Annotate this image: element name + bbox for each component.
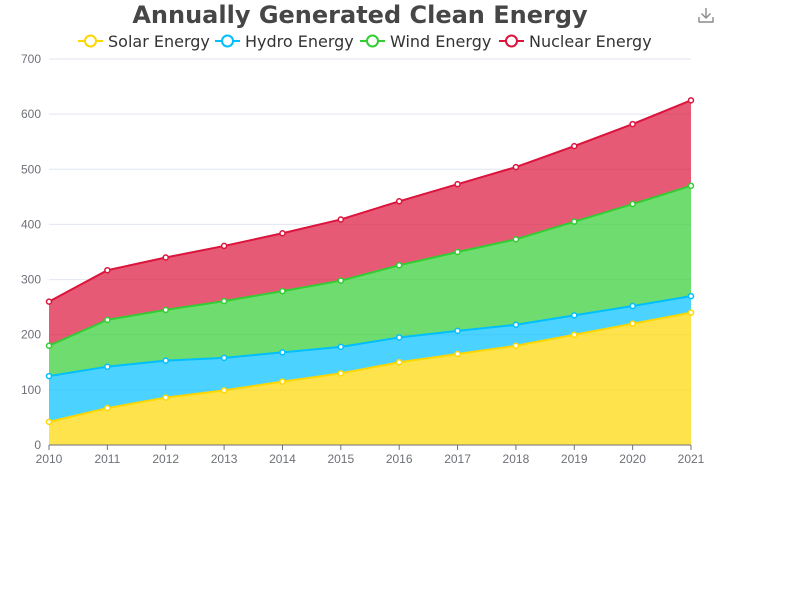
hydro-energy-point[interactable] [337,343,345,351]
solar-energy-point[interactable] [395,359,403,366]
nuclear-energy-point[interactable] [454,180,461,188]
wind-energy-area [49,185,691,377]
chart-title: Annually Generated Clean Energy [132,1,588,29]
solar-energy-point[interactable] [162,394,169,401]
solar-energy-point[interactable] [279,378,286,385]
x-tick-label: 2018 [503,452,530,466]
wind-energy-point[interactable] [45,342,53,349]
hydro-energy-point[interactable] [220,354,228,362]
hydro-energy-point[interactable] [279,349,286,356]
series-areas [49,100,691,445]
legend: Solar Energy Hydro Energy Wind Energy Nucle… [78,32,652,51]
wind-energy-point[interactable] [629,200,636,208]
solar-energy-point[interactable] [454,350,461,358]
wind-energy-point[interactable] [512,236,520,243]
hydro-energy-point[interactable] [687,292,695,300]
legend-label: Hydro Energy [245,32,354,51]
legend-marker [84,34,97,48]
nuclear-energy-point[interactable] [629,120,636,128]
nuclear-energy-point[interactable] [279,230,286,237]
x-tick-label: 2011 [94,452,120,466]
wind-energy-point[interactable] [454,248,461,256]
hydro-energy-point[interactable] [454,327,461,335]
solar-energy-point[interactable] [337,370,345,377]
wind-energy-point[interactable] [571,218,578,225]
x-tick-label: 2021 [678,452,705,466]
legend-item-solar-energy[interactable]: Solar Energy [78,32,210,51]
nuclear-energy-point[interactable] [337,216,345,223]
solar-energy-point[interactable] [220,387,228,394]
legend-item-hydro-energy[interactable]: Hydro Energy [215,32,354,51]
y-tick-label: 400 [21,217,41,231]
wind-energy-point[interactable] [279,287,286,295]
legend-marker [505,34,518,48]
nuclear-energy-line [48,99,692,303]
solar-energy-point[interactable] [571,331,578,338]
x-tick-label: 2016 [386,452,413,466]
download-button[interactable] [698,6,714,24]
hydro-energy-point[interactable] [629,302,636,310]
solar-energy-line [48,311,692,423]
solar-energy-point[interactable] [512,342,520,349]
wind-energy-point[interactable] [104,316,111,324]
x-tick-label: 2010 [36,452,63,466]
y-tick-label: 0 [34,438,41,452]
x-tick-label: 2013 [211,452,238,466]
hydro-energy-point[interactable] [395,334,403,341]
wind-energy-point[interactable] [395,261,403,269]
wind-energy-point[interactable] [220,297,228,305]
nuclear-energy-point[interactable] [220,242,228,250]
hydro-energy-point[interactable] [571,312,578,319]
nuclear-energy-point[interactable] [162,254,169,261]
x-tick-label: 2012 [152,452,179,466]
solar-energy-area [49,312,691,445]
y-tick-label: 700 [21,52,41,66]
legend-label: Solar Energy [108,32,210,51]
nuclear-energy-point[interactable] [571,142,578,150]
download-icon [698,8,714,23]
legend-marker [366,34,379,48]
wind-energy-point[interactable] [337,277,345,284]
y-tick-label: 300 [21,273,41,287]
hydro-energy-area [49,296,691,422]
legend-marker [221,34,234,48]
axes: 0 100 200 300 400 500 600 700 2010 2011 2012 2013 20… [21,52,705,466]
hydro-energy-line [48,295,692,378]
solar-energy-point[interactable] [687,309,695,316]
y-tick-label: 500 [21,162,41,176]
hydro-energy-point[interactable] [45,372,53,380]
y-tick-label: 600 [21,107,41,121]
nuclear-energy-point[interactable] [687,97,695,104]
legend-label: Nuclear Energy [529,32,652,51]
nuclear-energy-area [49,100,691,346]
y-tick-label: 100 [21,383,41,397]
solar-energy-point[interactable] [629,320,636,327]
hydro-energy-point[interactable] [104,363,111,370]
wind-energy-line [48,184,692,347]
x-tick-label: 2015 [327,452,354,466]
x-tick-label: 2020 [619,452,646,466]
x-tick-label: 2014 [269,452,296,466]
series-lines [48,99,692,423]
solar-energy-point[interactable] [104,404,111,412]
y-tick-label: 200 [21,328,41,342]
wind-energy-point[interactable] [162,306,169,314]
x-tick-label: 2017 [444,452,471,466]
nuclear-energy-point[interactable] [512,163,520,171]
wind-energy-point[interactable] [687,182,695,190]
nuclear-energy-point[interactable] [104,266,111,274]
nuclear-energy-point[interactable] [395,198,403,205]
legend-label: Wind Energy [390,32,491,51]
legend-item-nuclear-energy[interactable]: Nuclear Energy [499,32,652,51]
hydro-energy-point[interactable] [162,357,169,364]
legend-item-wind-energy[interactable]: Wind Energy [360,32,491,51]
solar-energy-point[interactable] [45,418,53,426]
nuclear-energy-point[interactable] [45,298,53,305]
series-points [45,97,695,426]
hydro-energy-point[interactable] [512,321,520,329]
x-tick-label: 2019 [561,452,588,466]
